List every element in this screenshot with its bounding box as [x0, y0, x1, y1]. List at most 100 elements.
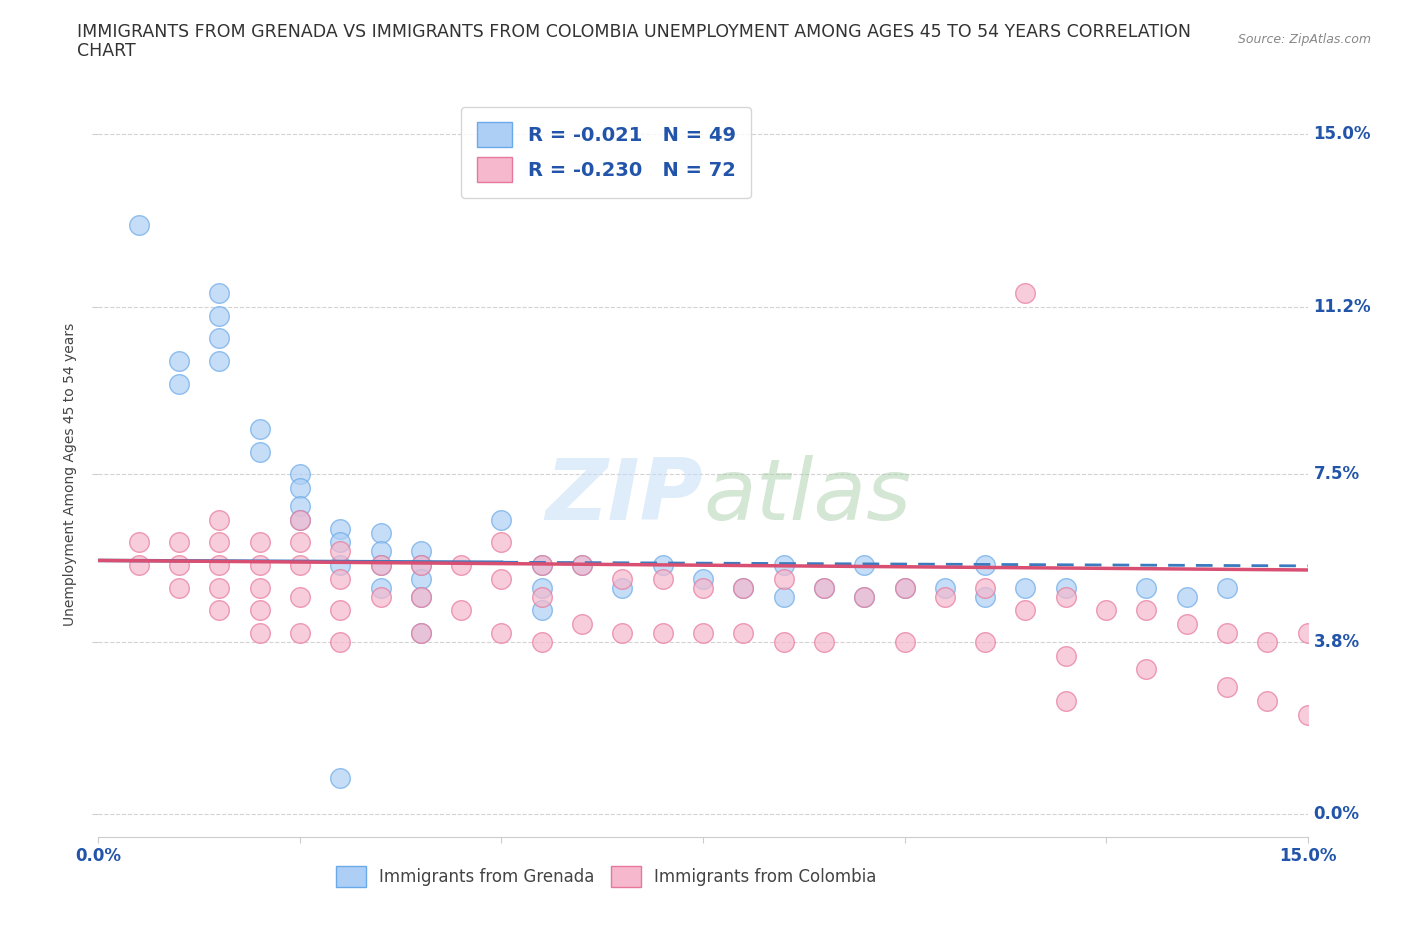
Point	[1135, 603, 1157, 618]
Point	[530, 590, 553, 604]
Point	[733, 580, 755, 595]
Point	[208, 331, 231, 346]
Point	[167, 558, 190, 573]
Point	[491, 571, 513, 586]
Point	[288, 590, 311, 604]
Point	[530, 580, 553, 595]
Point	[1216, 580, 1239, 595]
Point	[409, 626, 432, 641]
Point	[772, 571, 794, 586]
Point	[370, 580, 392, 595]
Point	[409, 571, 432, 586]
Point	[571, 558, 593, 573]
Point	[813, 580, 835, 595]
Point	[893, 634, 915, 649]
Point	[1014, 286, 1036, 300]
Legend: Immigrants from Grenada, Immigrants from Colombia: Immigrants from Grenada, Immigrants from…	[329, 859, 883, 894]
Point	[692, 580, 714, 595]
Point	[1175, 617, 1198, 631]
Point	[409, 626, 432, 641]
Point	[612, 571, 634, 586]
Point	[208, 603, 231, 618]
Point	[288, 626, 311, 641]
Point	[208, 535, 231, 550]
Point	[733, 626, 755, 641]
Point	[772, 590, 794, 604]
Point	[409, 558, 432, 573]
Point	[288, 512, 311, 527]
Text: 0.0%: 0.0%	[1313, 805, 1360, 823]
Point	[208, 580, 231, 595]
Text: 7.5%: 7.5%	[1313, 465, 1360, 484]
Point	[409, 590, 432, 604]
Point	[893, 580, 915, 595]
Point	[128, 535, 150, 550]
Text: 11.2%: 11.2%	[1313, 298, 1371, 315]
Point	[1014, 603, 1036, 618]
Text: IMMIGRANTS FROM GRENADA VS IMMIGRANTS FROM COLOMBIA UNEMPLOYMENT AMONG AGES 45 T: IMMIGRANTS FROM GRENADA VS IMMIGRANTS FR…	[77, 23, 1191, 41]
Point	[370, 544, 392, 559]
Point	[409, 558, 432, 573]
Point	[208, 512, 231, 527]
Point	[772, 558, 794, 573]
Point	[1175, 590, 1198, 604]
Point	[370, 558, 392, 573]
Point	[530, 558, 553, 573]
Text: CHART: CHART	[77, 42, 136, 60]
Point	[530, 603, 553, 618]
Point	[208, 353, 231, 368]
Point	[288, 481, 311, 496]
Point	[1216, 680, 1239, 695]
Point	[167, 580, 190, 595]
Point	[288, 498, 311, 513]
Point	[249, 535, 271, 550]
Point	[491, 512, 513, 527]
Point	[651, 571, 673, 586]
Point	[370, 525, 392, 540]
Point	[612, 626, 634, 641]
Point	[329, 558, 352, 573]
Point	[692, 571, 714, 586]
Point	[208, 286, 231, 300]
Text: Source: ZipAtlas.com: Source: ZipAtlas.com	[1237, 33, 1371, 46]
Point	[370, 590, 392, 604]
Point	[329, 771, 352, 786]
Point	[853, 558, 876, 573]
Point	[733, 580, 755, 595]
Point	[974, 634, 997, 649]
Point	[974, 558, 997, 573]
Point	[329, 603, 352, 618]
Point	[288, 535, 311, 550]
Point	[1135, 662, 1157, 677]
Point	[450, 603, 472, 618]
Point	[1256, 694, 1278, 709]
Point	[167, 377, 190, 392]
Point	[370, 558, 392, 573]
Point	[853, 590, 876, 604]
Point	[491, 626, 513, 641]
Point	[893, 580, 915, 595]
Point	[208, 308, 231, 323]
Point	[571, 558, 593, 573]
Point	[249, 580, 271, 595]
Point	[1256, 634, 1278, 649]
Point	[934, 590, 956, 604]
Point	[1054, 648, 1077, 663]
Point	[1296, 707, 1319, 722]
Text: atlas: atlas	[703, 455, 911, 538]
Point	[1135, 580, 1157, 595]
Point	[692, 626, 714, 641]
Point	[974, 590, 997, 604]
Point	[128, 218, 150, 232]
Point	[128, 558, 150, 573]
Point	[530, 558, 553, 573]
Point	[249, 445, 271, 459]
Point	[409, 590, 432, 604]
Point	[409, 544, 432, 559]
Point	[772, 634, 794, 649]
Point	[651, 626, 673, 641]
Point	[208, 558, 231, 573]
Point	[491, 535, 513, 550]
Y-axis label: Unemployment Among Ages 45 to 54 years: Unemployment Among Ages 45 to 54 years	[63, 323, 77, 626]
Point	[651, 558, 673, 573]
